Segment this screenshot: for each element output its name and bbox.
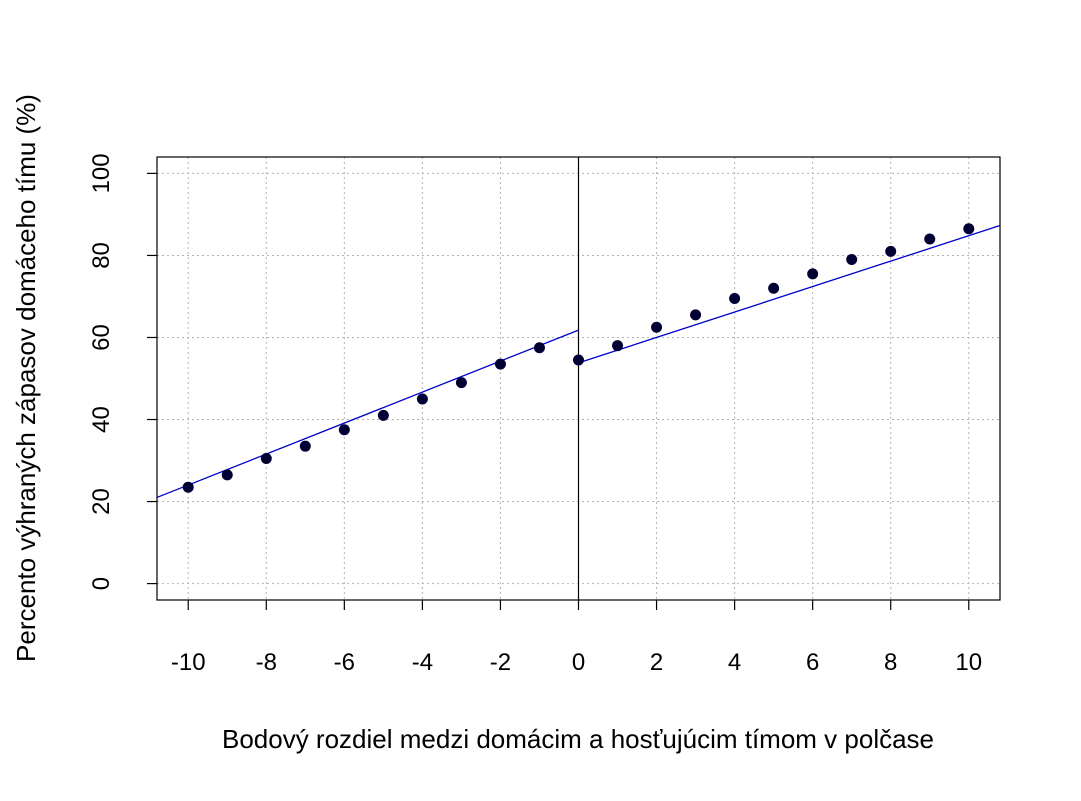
data-point [729, 293, 741, 305]
data-point [924, 233, 936, 245]
x-tick-label: 10 [955, 649, 982, 676]
data-point [651, 321, 663, 333]
x-tick-label: -10 [171, 649, 206, 676]
data-points [182, 223, 975, 493]
x-axis-label: Bodový rozdiel medzi domácim a hosťujúci… [222, 724, 934, 754]
y-tick-label: 20 [88, 488, 115, 515]
data-point [533, 342, 545, 354]
grid-layer [157, 157, 1000, 600]
y-tick-label: 0 [88, 577, 115, 590]
data-point [221, 469, 233, 481]
data-point [260, 452, 272, 464]
x-tick-label: -6 [334, 649, 355, 676]
x-tick-label: -2 [490, 649, 511, 676]
y-tick-label: 60 [88, 324, 115, 351]
data-point [612, 340, 624, 352]
x-tick-label: 2 [650, 649, 663, 676]
data-point [416, 393, 428, 405]
data-point [807, 268, 819, 280]
fit-line [578, 224, 1001, 364]
y-tick-label: 80 [88, 242, 115, 269]
data-point [768, 282, 780, 294]
x-tick-label: 6 [806, 649, 819, 676]
y-tick-label: 100 [88, 153, 115, 193]
x-tick-label: -8 [256, 649, 277, 676]
x-tick-label: 4 [728, 649, 741, 676]
x-tick-label: 0 [572, 649, 585, 676]
data-point [885, 245, 897, 257]
data-point [377, 409, 389, 421]
data-point [494, 358, 506, 370]
data-point [690, 309, 702, 321]
data-point [455, 377, 467, 389]
data-point [338, 424, 350, 436]
data-point [299, 440, 311, 452]
data-point [963, 223, 975, 235]
x-tick-label: 8 [884, 649, 897, 676]
data-point [182, 481, 194, 493]
y-tick-label: 40 [88, 406, 115, 433]
fit-line [156, 329, 579, 499]
data-point [846, 254, 858, 266]
data-point [573, 354, 584, 366]
y-axis-label: Percento výhraných zápasov domáceho tímu… [11, 94, 41, 662]
x-tick-label: -4 [412, 649, 433, 676]
